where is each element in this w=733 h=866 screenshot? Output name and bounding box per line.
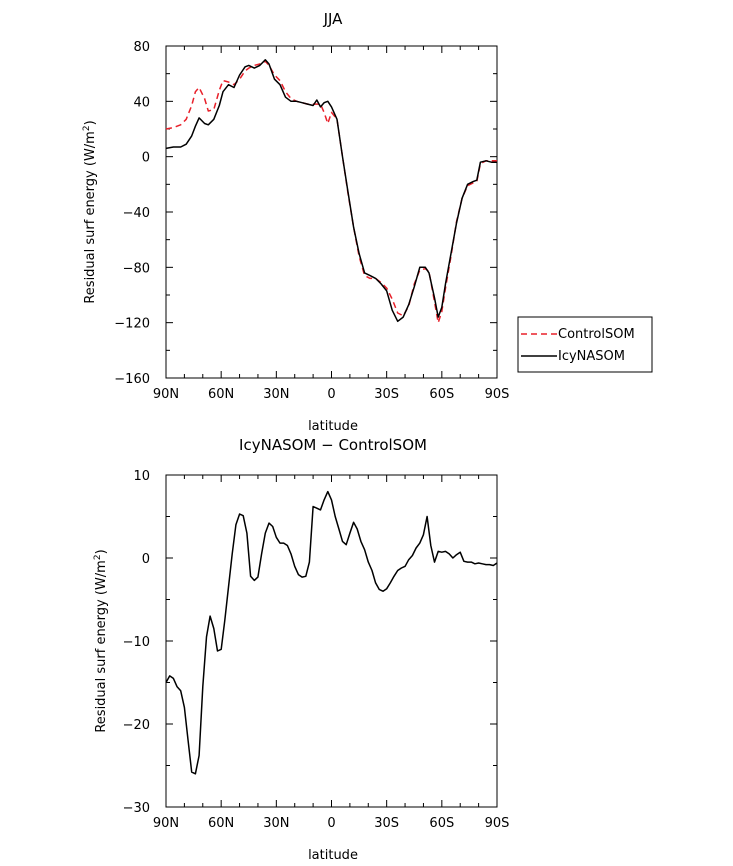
- bottom-x-axis-label: latitude: [308, 848, 358, 863]
- x-tick-label: 30N: [263, 816, 289, 831]
- top-y-axis-label: Residual surf energy (W/m2): [82, 120, 98, 303]
- series-line-difference: [165, 490, 498, 775]
- x-tick-label: 60N: [208, 816, 234, 831]
- x-tick-label: 30S: [374, 816, 399, 831]
- series-line-icynasom: [165, 59, 497, 323]
- legend-label-controlsom: ControlSOM: [558, 327, 635, 342]
- x-tick-label: 90S: [485, 387, 510, 402]
- x-tick-label: 30S: [374, 387, 399, 402]
- y-tick-label: −40: [123, 206, 150, 221]
- y-tick-label: 10: [133, 469, 150, 484]
- series-line-controlsom: [165, 60, 497, 324]
- legend: ControlSOM IcyNASOM: [517, 316, 653, 373]
- legend-box: [517, 316, 653, 373]
- top-plot-frame: [165, 45, 498, 379]
- x-tick-label: 60N: [208, 387, 234, 402]
- x-tick-label: 30N: [263, 387, 289, 402]
- y-tick-label: −160: [114, 372, 150, 387]
- y-tick-label: 0: [142, 552, 150, 567]
- y-tick-label: −10: [123, 635, 150, 650]
- top-chart-title: JJA: [323, 10, 344, 28]
- bottom-chart-title: IcyNASOM − ControlSOM: [239, 436, 427, 454]
- legend-label-icynasom: IcyNASOM: [558, 349, 625, 364]
- y-tick-label: 40: [133, 95, 150, 110]
- x-tick-label: 0: [327, 387, 335, 402]
- bottom-series-lines: [165, 490, 498, 775]
- x-tick-label: 90N: [153, 387, 179, 402]
- x-tick-label: 0: [327, 816, 335, 831]
- top-axis-ticks: 90N 60N 30N 0 30S 60S 90S 80 40 0 −40 −80 −120 −160: [114, 40, 509, 402]
- y-tick-label: −80: [123, 261, 150, 276]
- x-tick-label: 90S: [485, 816, 510, 831]
- y-tick-label: 0: [142, 151, 150, 166]
- y-tick-label: −20: [123, 718, 150, 733]
- x-tick-label: 60S: [429, 387, 454, 402]
- top-panel: JJA 90N 60N 30N 0 30S 60S 90S 80 40 0 −40 −80 −120 −1…: [82, 10, 653, 434]
- y-tick-label: 80: [133, 40, 150, 55]
- top-x-axis-label: latitude: [308, 419, 358, 434]
- bottom-panel: IcyNASOM − ControlSOM 90N 60N 30N 0 30S 60S 90…: [93, 436, 509, 863]
- y-tick-label: −120: [114, 317, 150, 332]
- y-tick-label: −30: [123, 801, 150, 816]
- top-series-lines: [165, 59, 497, 324]
- x-tick-label: 90N: [153, 816, 179, 831]
- x-tick-label: 60S: [429, 816, 454, 831]
- bottom-axis-ticks: 90N 60N 30N 0 30S 60S 90S 10 0 −10 −20 −30: [123, 469, 510, 831]
- bottom-y-axis-label: Residual surf energy (W/m2): [93, 549, 109, 732]
